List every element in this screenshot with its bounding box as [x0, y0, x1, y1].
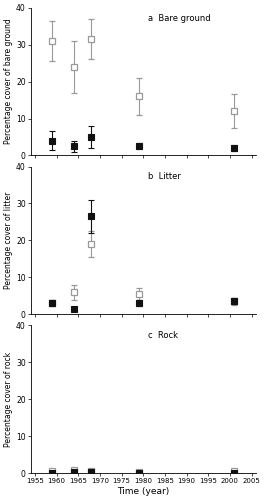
- Text: b  Litter: b Litter: [148, 172, 181, 182]
- Text: a  Bare ground: a Bare ground: [148, 14, 210, 22]
- Text: c  Rock: c Rock: [148, 332, 178, 340]
- Y-axis label: Percentage cover of litter: Percentage cover of litter: [4, 192, 13, 289]
- X-axis label: Time (year): Time (year): [117, 487, 169, 496]
- Y-axis label: Percentage cover of bare ground: Percentage cover of bare ground: [4, 18, 13, 144]
- Y-axis label: Percentage cover of rock: Percentage cover of rock: [4, 352, 13, 447]
